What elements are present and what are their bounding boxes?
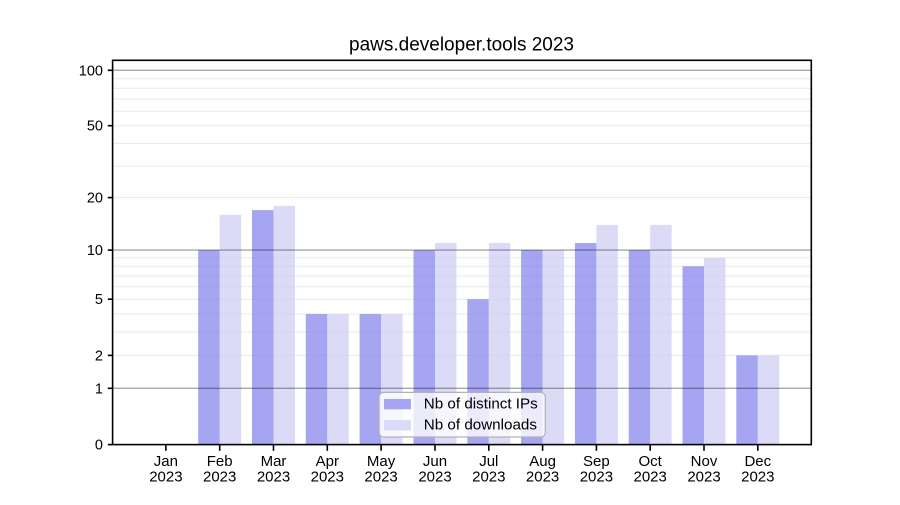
svg-text:Nb of distinct IPs: Nb of distinct IPs	[424, 395, 538, 412]
svg-text:100: 100	[79, 63, 103, 79]
svg-text:Dec: Dec	[744, 453, 771, 470]
svg-text:2: 2	[95, 348, 103, 364]
svg-text:2023: 2023	[203, 469, 236, 486]
svg-text:paws.developer.tools 2023: paws.developer.tools 2023	[349, 35, 574, 56]
svg-text:2023: 2023	[526, 469, 559, 486]
svg-text:2023: 2023	[257, 469, 290, 486]
svg-text:Nov: Nov	[691, 453, 718, 470]
svg-text:20: 20	[87, 191, 103, 207]
svg-text:2023: 2023	[149, 469, 182, 486]
svg-text:Nb of downloads: Nb of downloads	[424, 417, 538, 434]
svg-text:50: 50	[87, 119, 103, 135]
svg-text:Jun: Jun	[423, 453, 447, 470]
svg-text:2023: 2023	[418, 469, 451, 486]
svg-text:Feb: Feb	[207, 453, 233, 470]
svg-text:Sep: Sep	[583, 453, 610, 470]
svg-text:2023: 2023	[311, 469, 344, 486]
svg-text:2023: 2023	[580, 469, 613, 486]
svg-text:2023: 2023	[364, 469, 397, 486]
svg-text:0: 0	[95, 438, 103, 454]
svg-text:2023: 2023	[687, 469, 720, 486]
svg-text:5: 5	[95, 292, 103, 308]
svg-text:Jul: Jul	[479, 453, 498, 470]
svg-text:10: 10	[87, 243, 103, 259]
svg-text:2023: 2023	[741, 469, 774, 486]
svg-text:2023: 2023	[472, 469, 505, 486]
svg-text:Aug: Aug	[529, 453, 556, 470]
svg-text:Jan: Jan	[154, 453, 178, 470]
svg-text:May: May	[367, 453, 396, 470]
svg-text:Oct: Oct	[639, 453, 663, 470]
svg-text:Mar: Mar	[261, 453, 287, 470]
svg-text:2023: 2023	[634, 469, 667, 486]
svg-text:1: 1	[95, 381, 103, 397]
svg-text:Apr: Apr	[316, 453, 339, 470]
